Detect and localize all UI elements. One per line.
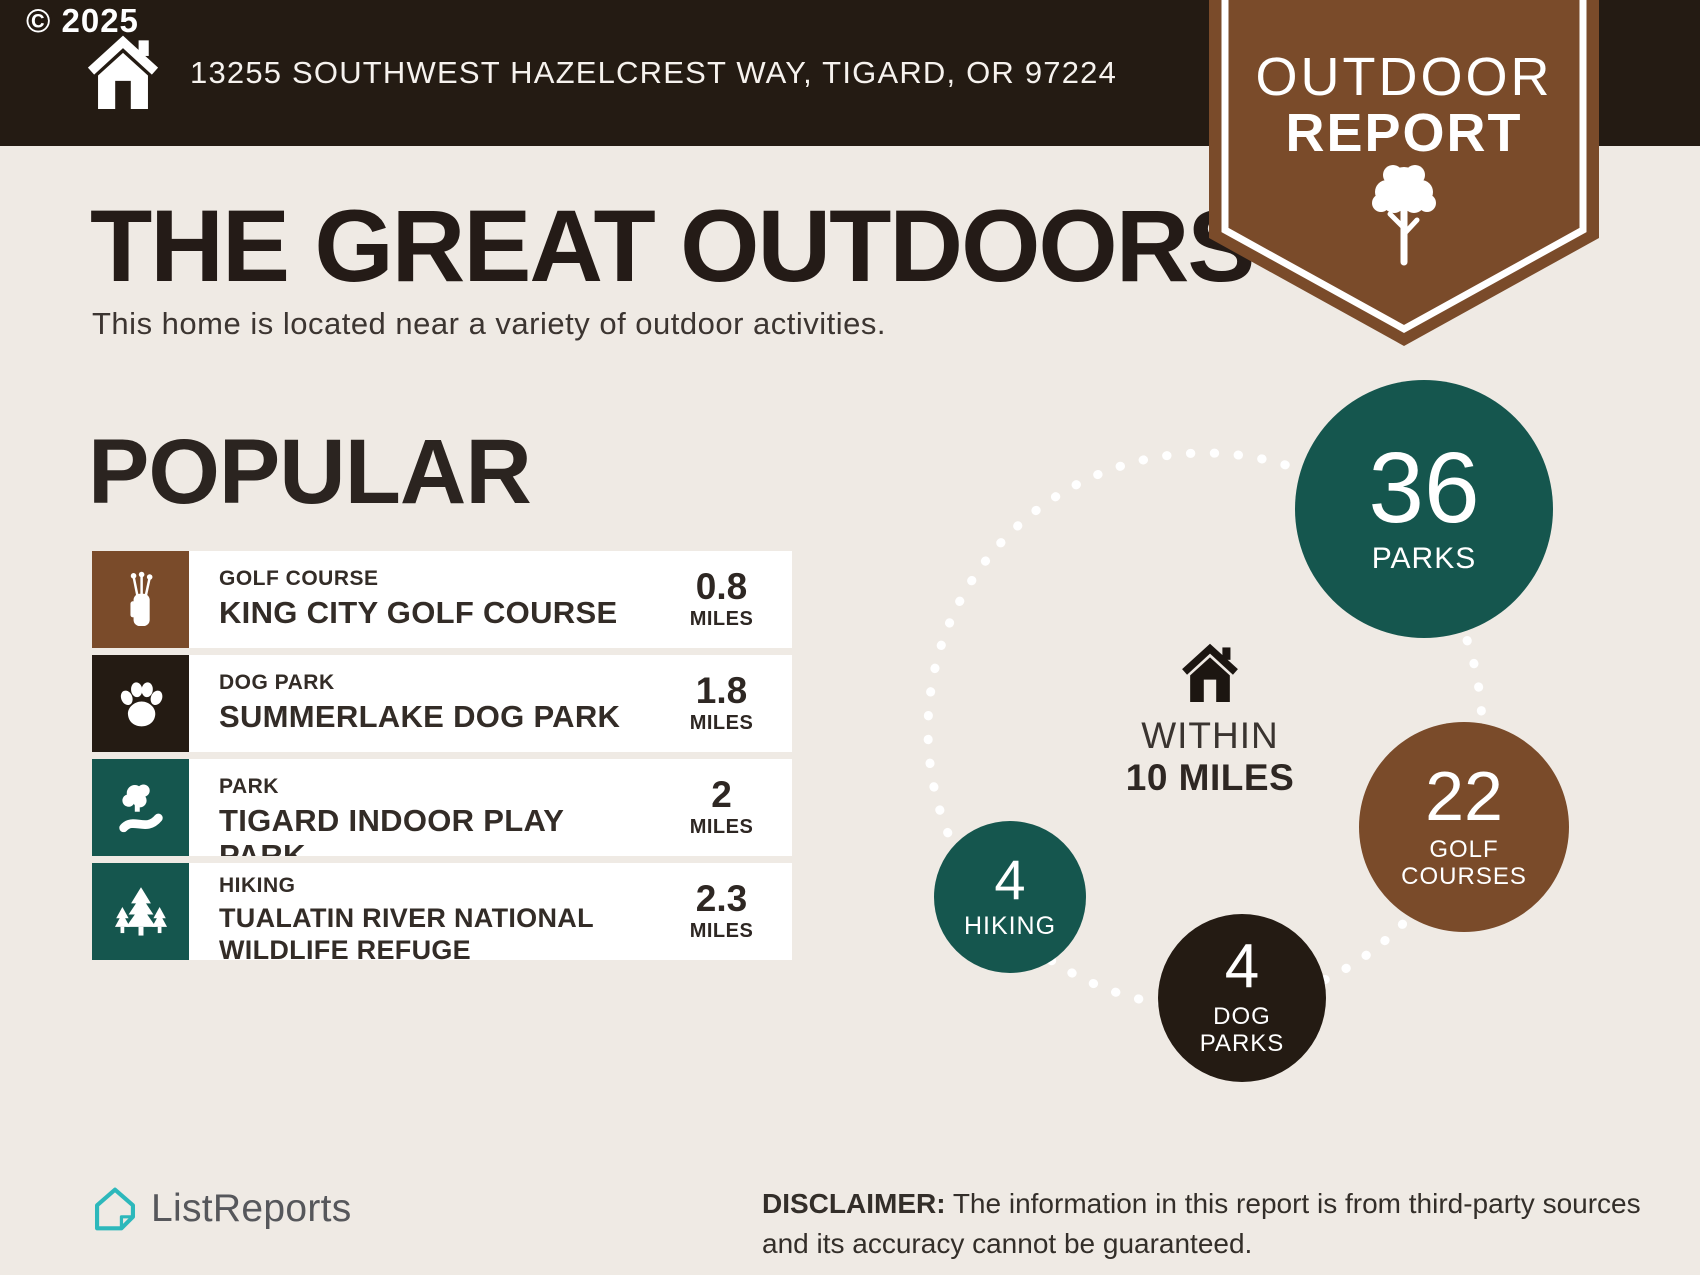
listreports-logo: ListReports: [92, 1186, 352, 1232]
hiking-count: 4: [994, 848, 1026, 912]
disclaimer: DISCLAIMER: The information in this repo…: [762, 1184, 1642, 1264]
dog-parks-label: DOG PARKS: [1199, 1002, 1285, 1058]
property-address: 13255 SOUTHWEST HAZELCREST WAY, TIGARD, …: [190, 55, 1118, 90]
radius-value-label: 10 MILES: [1125, 757, 1295, 798]
page-subtitle: This home is located near a variety of o…: [92, 306, 887, 341]
parks-label: PARKS: [1371, 542, 1477, 576]
home-icon: [87, 35, 159, 109]
bubble-parks: 36 PARKS: [1295, 380, 1553, 638]
item-distance: 2: [711, 774, 732, 815]
item-distance-unit: MILES: [689, 816, 754, 838]
item-distance-unit: MILES: [689, 608, 754, 630]
list-item-park: PARK TIGARD INDOOR PLAY PARK 2 MILES: [92, 759, 792, 856]
item-distance: 1.8: [695, 670, 748, 711]
list-item-hiking: HIKING TUALATIN RIVER NATIONAL WILDLIFE …: [92, 863, 792, 960]
disclaimer-label: DISCLAIMER:: [762, 1188, 946, 1219]
golf-courses-count: 22: [1425, 757, 1503, 836]
listreports-house-icon: [94, 1187, 136, 1231]
item-distance-unit: MILES: [689, 920, 754, 942]
badge-title-line2: REPORT: [1285, 103, 1523, 163]
bubble-dog-parks: 4 DOG PARKS: [1158, 914, 1326, 1082]
item-name: KING CITY GOLF COURSE: [219, 595, 618, 630]
dog-parks-count: 4: [1224, 931, 1260, 1001]
parks-count: 36: [1368, 432, 1480, 545]
item-name: SUMMERLAKE DOG PARK: [219, 699, 621, 734]
item-category: PARK: [219, 775, 279, 798]
popular-heading: POPULAR: [88, 421, 532, 523]
home-icon-small: [1182, 643, 1238, 702]
page-title: THE GREAT OUTDOORS: [90, 189, 1255, 303]
brand-name: ListReports: [151, 1187, 352, 1230]
paw-icon: [92, 655, 189, 752]
bubble-hiking: 4 HIKING: [934, 821, 1086, 973]
item-name: TIGARD INDOOR PLAY PARK: [219, 803, 564, 856]
list-item-golf-course: GOLF COURSE KING CITY GOLF COURSE 0.8 MI…: [92, 551, 792, 648]
pine-trees-icon: [92, 863, 189, 960]
outdoor-report-badge: OUTDOOR REPORT: [1209, 0, 1599, 350]
golf-bag-icon: [92, 551, 189, 648]
item-category: DOG PARK: [219, 671, 335, 694]
bubble-golf-courses: 22 GOLF COURSES: [1359, 722, 1569, 932]
item-name: TUALATIN RIVER NATIONAL WILDLIFE REFUGE: [219, 903, 594, 960]
badge-title-line1: OUTDOOR: [1255, 47, 1553, 107]
popular-list: GOLF COURSE KING CITY GOLF COURSE 0.8 MI…: [92, 551, 792, 967]
hiking-label: HIKING: [963, 912, 1057, 941]
item-distance: 2.3: [695, 878, 748, 919]
park-icon: [92, 759, 189, 856]
disclaimer-text: The information in this report is from t…: [762, 1188, 1641, 1259]
item-distance: 0.8: [695, 566, 748, 607]
golf-courses-label: GOLF COURSES: [1401, 835, 1527, 891]
list-item-dog-park: DOG PARK SUMMERLAKE DOG PARK 1.8 MILES: [92, 655, 792, 752]
item-category: GOLF COURSE: [219, 567, 379, 590]
within-label: WITHIN: [1141, 715, 1279, 756]
radius-center-label: WITHIN 10 MILES: [1060, 640, 1360, 799]
copyright-watermark: © 2025: [26, 2, 139, 39]
item-category: HIKING: [219, 874, 296, 897]
item-distance-unit: MILES: [689, 712, 754, 734]
tree-icon: [1372, 165, 1436, 266]
